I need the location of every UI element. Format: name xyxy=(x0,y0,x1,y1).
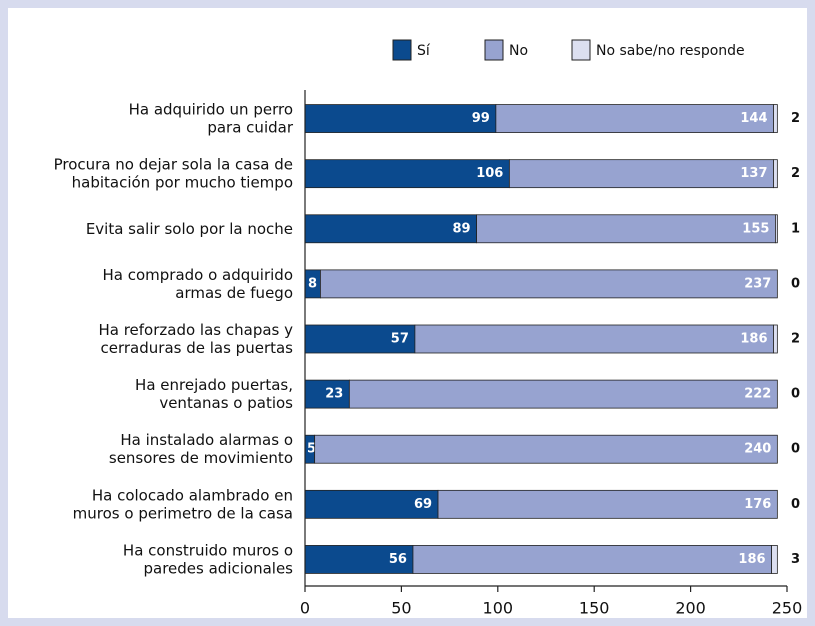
value-label: 0 xyxy=(791,387,800,402)
bar-segment xyxy=(476,214,776,244)
value-label: 3 xyxy=(791,552,800,567)
bar-segment xyxy=(412,545,772,574)
label-line: Ha construido muros o xyxy=(123,541,293,559)
value-label: 5 xyxy=(307,442,316,457)
label-line: ventanas o patios xyxy=(159,394,293,412)
x-tick-label: 100 xyxy=(483,599,514,618)
bar-segment xyxy=(314,434,778,464)
bar-segment xyxy=(775,214,778,244)
value-label: 0 xyxy=(791,497,800,512)
label-line: Ha reforzado las chapas y xyxy=(98,321,293,339)
value-label: 23 xyxy=(325,387,343,402)
bar-segment xyxy=(773,324,778,354)
bar-segment xyxy=(304,104,497,133)
y-tick-label: Ha reforzado las chapas y cerraduras de l… xyxy=(98,321,293,357)
y-tick-label: Ha construido muros o paredes adicionales xyxy=(123,541,293,577)
value-label: 1 xyxy=(791,221,800,236)
value-label: 237 xyxy=(744,276,771,291)
x-tick-label: 250 xyxy=(772,599,803,618)
legend-label: No xyxy=(509,43,528,59)
x-tick-label: 150 xyxy=(579,599,610,618)
bar-segment xyxy=(348,379,778,409)
y-tick-label: Ha enrejado puertas, ventanas o patios xyxy=(135,376,293,412)
value-label: 2 xyxy=(791,111,800,126)
value-label: 137 xyxy=(740,166,767,181)
legend-label: No sabe/no responde xyxy=(596,43,745,59)
value-label: 56 xyxy=(389,552,407,567)
bar-segment xyxy=(495,104,774,133)
bar-segment xyxy=(304,489,439,519)
bar-segment xyxy=(320,269,778,299)
label-line: Ha adquirido un perro xyxy=(129,100,293,118)
label-line: Evita salir solo por la noche xyxy=(86,219,293,237)
bar-segment xyxy=(414,324,774,354)
x-tick-label: 0 xyxy=(300,599,310,618)
value-label: 8 xyxy=(308,276,317,291)
label-line: cerraduras de las puertas xyxy=(101,339,294,357)
label-line: paredes adicionales xyxy=(144,559,294,577)
label-line: muros o perimetro de la casa xyxy=(73,504,293,522)
y-tick-label: Ha instalado alarmas o sensores de movimi… xyxy=(109,431,293,467)
value-label: 176 xyxy=(744,497,771,512)
value-label: 0 xyxy=(791,442,800,457)
bar-segment xyxy=(304,379,350,409)
label-line: Ha instalado alarmas o xyxy=(120,431,293,449)
value-label: 2 xyxy=(791,166,800,181)
y-tick-label: Ha comprado o adquirido armas de fuego xyxy=(102,265,293,301)
label-line: armas de fuego xyxy=(175,283,293,301)
value-label: 0 xyxy=(791,276,800,291)
legend-swatch xyxy=(484,39,504,61)
value-label: 222 xyxy=(744,387,771,402)
label-line: Ha colocado alambrado en xyxy=(92,486,293,504)
label-line: Procura no dejar sola la casa de xyxy=(54,155,293,173)
y-tick-label: Evita salir solo por la noche xyxy=(86,219,293,237)
value-label: 144 xyxy=(740,111,767,126)
label-line: Ha comprado o adquirido xyxy=(102,265,293,283)
legend-swatch xyxy=(571,39,591,61)
bar-segment xyxy=(773,104,778,133)
legend-label: Sí xyxy=(417,43,431,59)
value-label: 99 xyxy=(472,111,490,126)
bar-segment xyxy=(304,545,414,574)
value-label: 106 xyxy=(476,166,503,181)
value-label: 69 xyxy=(414,497,432,512)
bar-segment xyxy=(437,489,778,519)
y-tick-label: Ha colocado alambrado en muros o perimetr… xyxy=(73,486,293,522)
legend-swatch xyxy=(392,39,412,61)
label-line: Ha enrejado puertas, xyxy=(135,376,293,394)
bar-segment xyxy=(304,214,477,244)
label-line: para cuidar xyxy=(207,118,293,136)
value-label: 57 xyxy=(391,332,409,347)
value-label: 186 xyxy=(740,332,767,347)
value-label: 2 xyxy=(791,332,800,347)
bar-segment xyxy=(773,159,778,189)
y-tick-label: Procura no dejar sola la casa de habitaci… xyxy=(54,155,293,191)
bar-segment xyxy=(508,159,774,189)
y-tick-label: Ha adquirido un perro para cuidar xyxy=(129,100,294,136)
value-label: 89 xyxy=(452,221,470,236)
value-label: 155 xyxy=(742,221,769,236)
value-label: 240 xyxy=(744,442,771,457)
x-tick-label: 50 xyxy=(391,599,411,618)
label-line: habitación por mucho tiempo xyxy=(72,173,293,191)
value-label: 186 xyxy=(738,552,765,567)
label-line: sensores de movimiento xyxy=(109,449,293,467)
bar-segment xyxy=(771,545,778,574)
x-tick-label: 200 xyxy=(675,599,706,618)
